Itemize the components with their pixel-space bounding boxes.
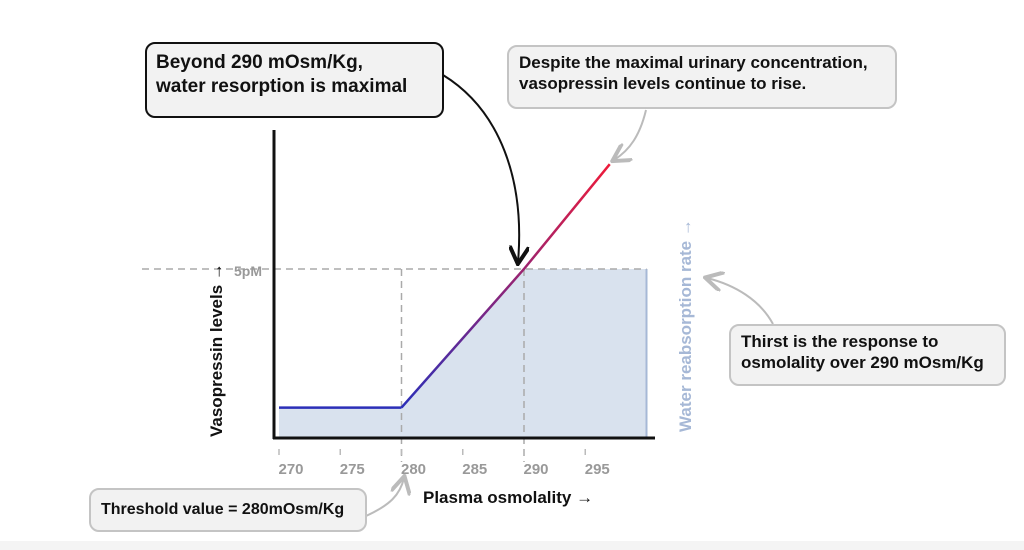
x-tick-label: 280 [401,461,426,478]
y-tick-label: 5pM [234,263,262,279]
x-tick-label: 290 [523,461,548,478]
arrow-maximal [442,74,519,262]
callout-text: Thirst is the response to [741,332,939,351]
callout-rise: Despite the maximal urinary concentratio… [507,45,897,109]
x-tick-label: 275 [340,461,365,478]
arrow-threshold [365,478,404,517]
y-axis-label: Vasopressin levels → [207,263,226,437]
callout-text: water resorption is maximal [156,75,408,97]
x-tick-label: 270 [278,461,303,478]
callout-threshold: Threshold value = 280mOsm/Kg [89,488,367,532]
callout-text: osmolality over 290 mOsm/Kg [741,353,984,373]
x-tick-label: 295 [585,461,610,478]
callout-text: Threshold value = 280mOsm/Kg [101,501,345,518]
x-axis-label: Plasma osmolality → [423,488,593,507]
arrow-thirst [707,278,774,325]
reabsorption-area [279,269,647,438]
x-tick-label: 285 [462,461,487,478]
arrow-rise [614,109,647,160]
callout-text: Despite the maximal urinary concentratio… [519,53,868,72]
bottom-strip [0,541,1024,550]
callout-thirst: Thirst is the response to osmolality ove… [729,324,1006,386]
callout-text: Beyond 290 mOsm/Kg, [156,52,363,73]
y2-axis-label: Water reabsorption rate → [676,219,695,432]
callout-text: vasopressin levels continue to rise. [519,74,807,94]
series-line-rise [400,163,611,409]
callout-maximal: Beyond 290 mOsm/Kg, water resorption is … [145,42,444,118]
